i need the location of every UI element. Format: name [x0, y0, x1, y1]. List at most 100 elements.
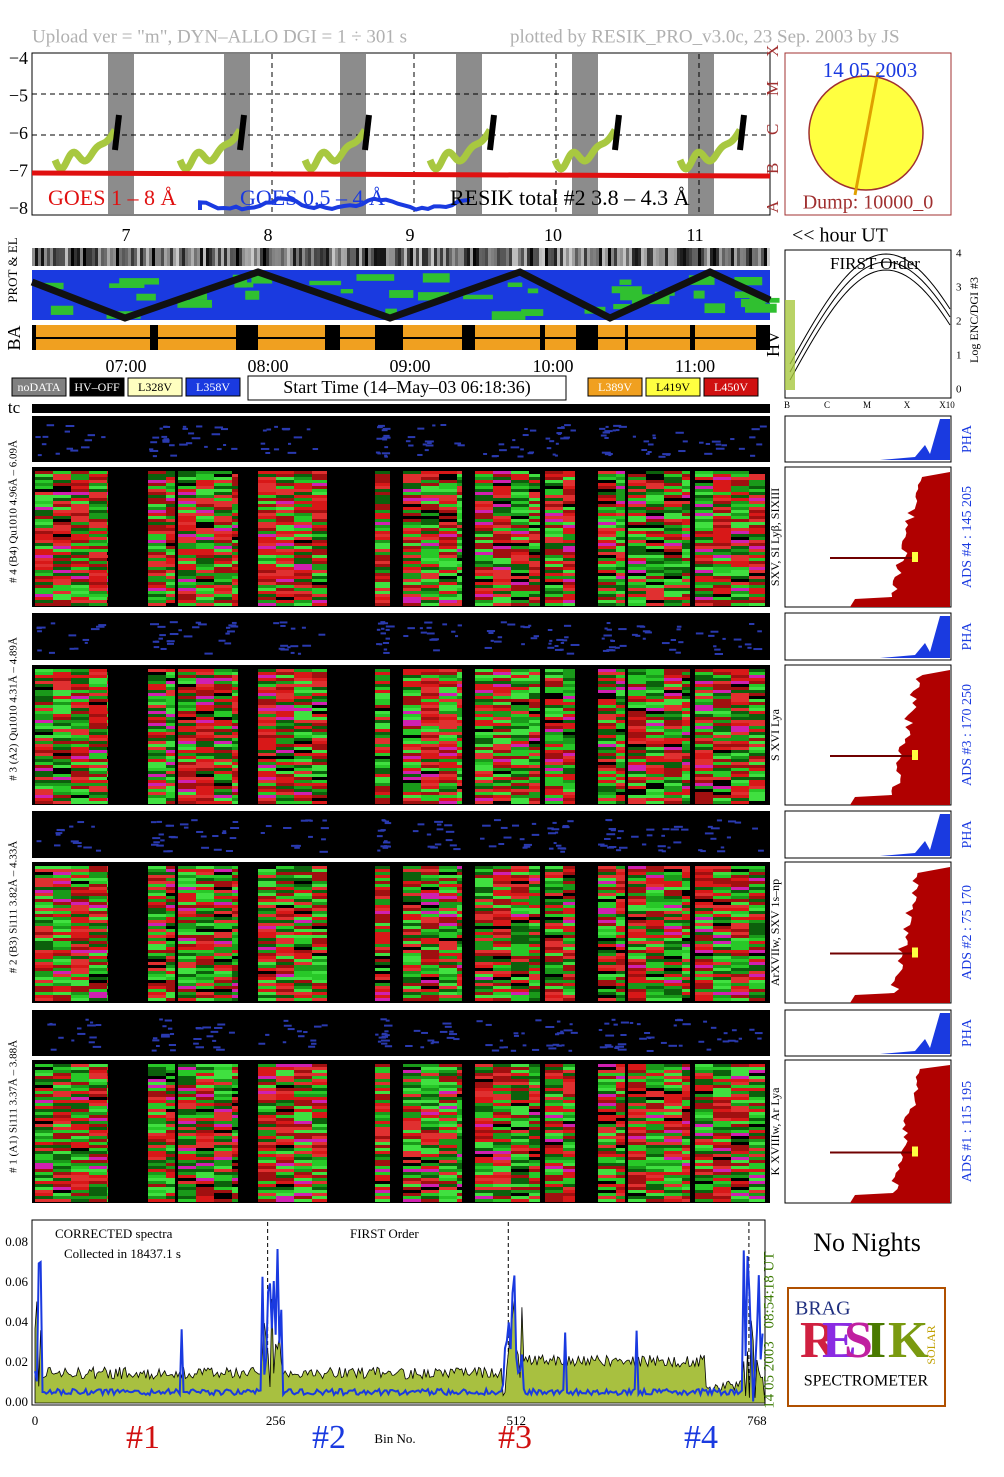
- spectrogram-cell: [107, 866, 108, 869]
- spectrogram-cell: [89, 678, 107, 681]
- spectrogram-cell: [682, 504, 690, 507]
- spectrogram-cell: [148, 774, 166, 777]
- spectrogram-cell: [563, 798, 575, 801]
- spectrogram-cell: [664, 714, 682, 717]
- pha-speckle: [612, 429, 617, 432]
- spectrogram-cell: [35, 762, 53, 765]
- spectrogram-cell: [511, 726, 529, 729]
- spectrogram-cell: [294, 962, 312, 965]
- spectrogram-cell: [749, 735, 765, 738]
- spectrogram-cell: [713, 729, 731, 732]
- spectrogram-cell: [89, 869, 107, 872]
- spectrogram-cell: [749, 576, 765, 579]
- spectrogram-cell: [89, 762, 107, 765]
- pha-speckle: [713, 645, 717, 648]
- spectrogram-cell: [695, 717, 713, 720]
- spectrogram-cell: [545, 498, 563, 501]
- spectrogram-cell: [628, 477, 646, 480]
- spectrogram-cell: [664, 582, 682, 585]
- spectrogram-cell: [166, 753, 175, 756]
- spectrogram-cell: [421, 519, 439, 522]
- pha-speckle: [383, 434, 390, 437]
- pha-speckle: [647, 443, 654, 446]
- spectrogram-cell: [475, 492, 493, 495]
- spectrogram-cell: [375, 732, 390, 735]
- legend-goes-1-8: GOES 1 – 8 Å: [48, 185, 176, 210]
- spectrogram-cell: [713, 570, 731, 573]
- spectrogram-cell: [375, 528, 390, 531]
- el-strip: [611, 248, 614, 266]
- spectrogram-cell: [749, 495, 765, 498]
- spectrogram-cell: [628, 690, 646, 693]
- spectrogram-cell: [529, 705, 540, 708]
- spectrogram-cell: [598, 513, 616, 516]
- spectrogram-cell: [53, 959, 71, 962]
- el-strip: [422, 248, 425, 266]
- pha-speckle: [604, 627, 608, 630]
- spectrogram-cell: [258, 714, 276, 717]
- spectrogram-cell: [258, 896, 276, 899]
- spectrogram-cell: [312, 908, 327, 911]
- pha-speckle: [530, 637, 538, 640]
- spectrogram-cell: [375, 753, 390, 756]
- spectrogram-cell: [563, 588, 575, 591]
- spectrogram-cell: [403, 540, 421, 543]
- spectrogram-cell: [107, 558, 108, 561]
- spectrogram-cell: [196, 561, 214, 564]
- pha-speckle: [607, 649, 616, 652]
- pha-speckle: [498, 843, 505, 846]
- spectrogram-cell: [646, 684, 664, 687]
- spectrogram-cell: [695, 723, 713, 726]
- spectrogram-cell: [232, 992, 238, 995]
- spectrogram-cell: [475, 495, 493, 498]
- spectrogram-cell: [713, 678, 731, 681]
- spectrogram-cell: [107, 591, 108, 594]
- spectrogram-cell: [493, 501, 511, 504]
- spectrogram-cell: [258, 696, 276, 699]
- spectrogram-cell: [664, 471, 682, 474]
- spectrogram-cell: [166, 938, 175, 941]
- spectrogram-cell: [276, 603, 294, 606]
- spectrogram-cell: [53, 765, 71, 768]
- spectrogram-cell: [214, 974, 232, 977]
- spectrogram-cell: [166, 774, 175, 777]
- spectrogram-cell: [107, 531, 108, 534]
- spectrogram-cell: [294, 992, 312, 995]
- spectrogram-cell: [511, 543, 529, 546]
- spectrogram-cell: [375, 693, 390, 696]
- spectrogram-cell: [457, 501, 462, 504]
- spectrogram-cell: [294, 714, 312, 717]
- spectrogram-cell: [294, 528, 312, 531]
- el-strip: [56, 248, 59, 266]
- spectrogram-cell: [53, 965, 71, 968]
- spectrogram-cell: [421, 549, 439, 552]
- spectrogram-cell: [529, 570, 540, 573]
- spectrogram-cell: [682, 576, 690, 579]
- el-strip: [506, 248, 509, 266]
- spectrogram-cell: [475, 774, 493, 777]
- spectrogram-cell: [421, 992, 439, 995]
- el-strip: [287, 248, 290, 266]
- spectrogram-cell: [71, 896, 89, 899]
- spectrogram-cell: [35, 576, 53, 579]
- spectrogram-cell: [196, 926, 214, 929]
- spectrogram-cell: [439, 489, 457, 492]
- spectrogram-cell: [294, 902, 312, 905]
- spectrogram-cell: [439, 597, 457, 600]
- spectrogram-cell: [598, 582, 616, 585]
- spectrogram-cell: [682, 792, 690, 795]
- spectrogram-cell: [695, 774, 713, 777]
- pha-speckle: [556, 638, 564, 641]
- spectrogram-cell: [749, 750, 765, 753]
- spectrogram-cell: [35, 968, 53, 971]
- spectrogram-cell: [35, 872, 53, 875]
- spectrogram-cell: [749, 528, 765, 531]
- el-strip: [641, 248, 644, 266]
- spectrogram-cell: [35, 732, 53, 735]
- spectrogram-cell: [312, 477, 327, 480]
- row-label: BA: [4, 325, 24, 350]
- el-strip: [692, 248, 695, 266]
- spectrogram-cell: [713, 522, 731, 525]
- spectrogram-cell: [232, 561, 238, 564]
- spectrogram-cell: [148, 513, 166, 516]
